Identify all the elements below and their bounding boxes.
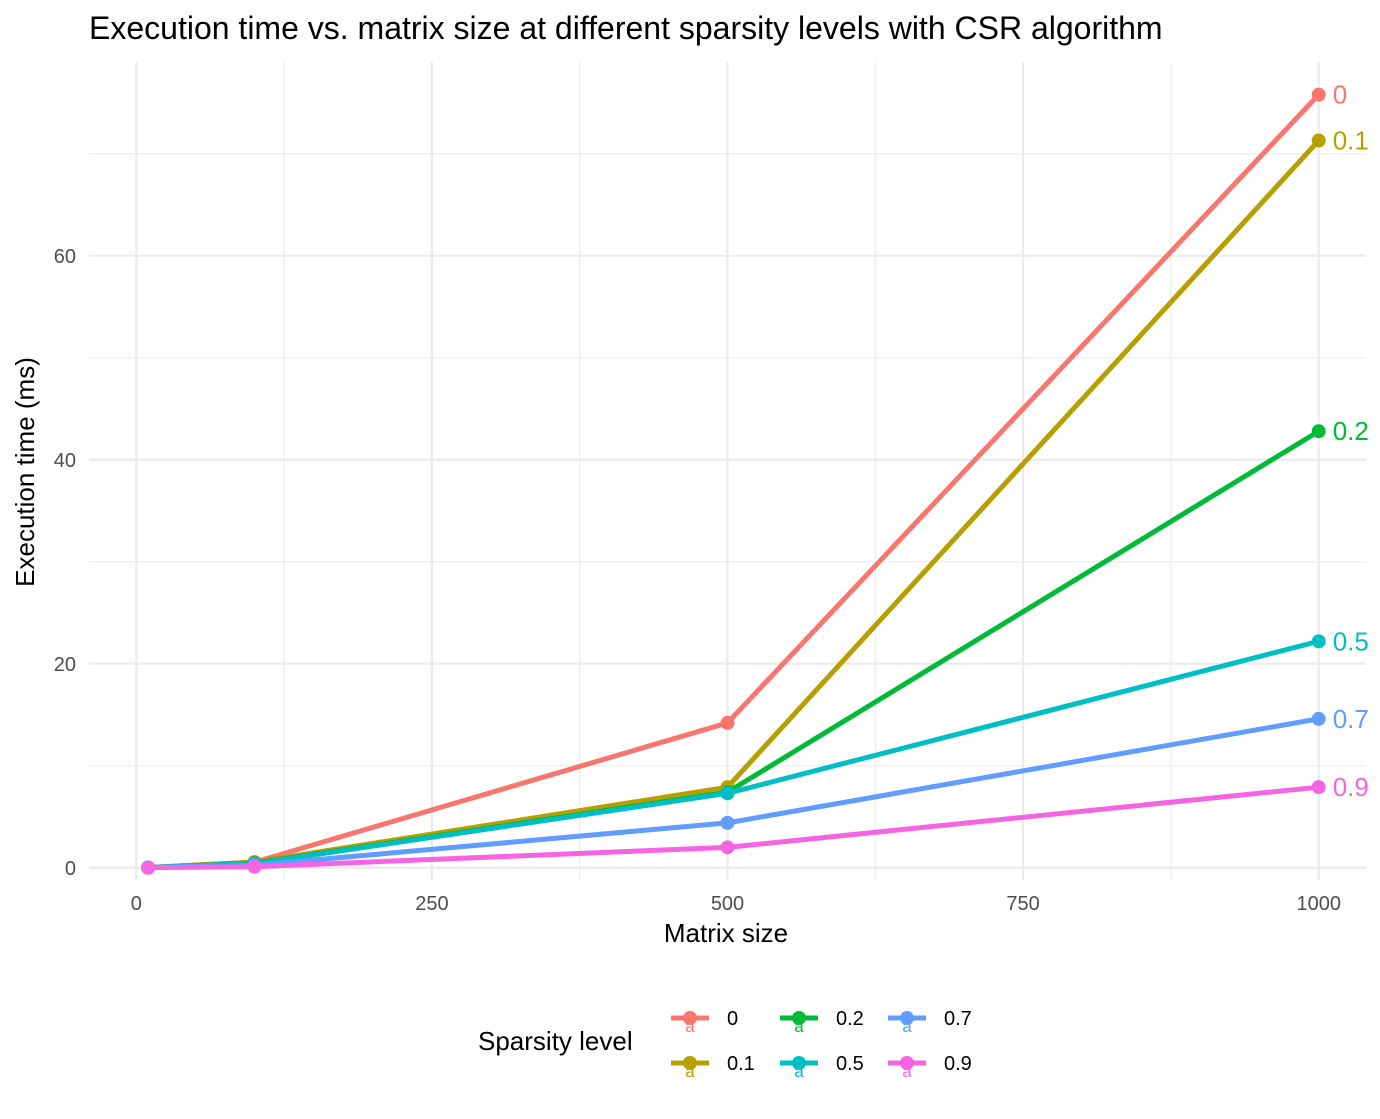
data-point bbox=[720, 815, 735, 830]
series-line bbox=[148, 429, 1321, 871]
legend-label: 0 bbox=[727, 1008, 738, 1030]
legend-key-glyph: a bbox=[685, 1017, 695, 1036]
chart-title: Execution time vs. matrix size at differ… bbox=[89, 10, 1163, 46]
series-0 bbox=[141, 87, 1326, 875]
legend-label: 0.9 bbox=[944, 1053, 972, 1075]
data-point bbox=[1311, 711, 1326, 726]
series-0.9 bbox=[141, 780, 1326, 875]
x-tick-label: 0 bbox=[131, 893, 142, 915]
legend-key-glyph: a bbox=[794, 1017, 804, 1036]
x-tick-label: 750 bbox=[1006, 893, 1039, 915]
data-point bbox=[141, 860, 156, 875]
data-point bbox=[720, 786, 735, 801]
series-end-label: 0.7 bbox=[1333, 704, 1369, 734]
y-tick-label: 20 bbox=[54, 654, 76, 676]
legend-key-glyph: a bbox=[902, 1062, 912, 1081]
series-0.1 bbox=[141, 133, 1326, 875]
series-end-label: 0.5 bbox=[1333, 626, 1369, 656]
legend-item-0.2: a 0.2 bbox=[780, 1008, 864, 1036]
legend-key-point bbox=[683, 1011, 697, 1025]
data-point bbox=[1311, 634, 1326, 649]
legend-key-point bbox=[683, 1056, 697, 1070]
series-end-labels: 0 0.1 0.2 0.5 0.7 0.9 bbox=[1333, 80, 1369, 803]
legend-items: a 0a 0.1a 0.2a 0.5a 0.7a 0.9 bbox=[671, 1008, 972, 1081]
axis-tick-labels: 0 250 500 750 1000 0 20 40 60 bbox=[54, 246, 1341, 915]
data-point bbox=[247, 859, 262, 874]
series-0.5 bbox=[141, 634, 1326, 875]
legend-item-0.9: a 0.9 bbox=[888, 1053, 972, 1081]
x-tick-label: 250 bbox=[415, 893, 448, 915]
series-line bbox=[148, 784, 1319, 871]
legend-item-0.7: a 0.7 bbox=[888, 1008, 972, 1036]
y-axis-title: Execution time (ms) bbox=[10, 357, 40, 587]
legend-label: 0.2 bbox=[836, 1008, 864, 1030]
series-end-label: 0.2 bbox=[1333, 416, 1369, 446]
legend-label: 0.1 bbox=[727, 1053, 755, 1075]
legend-key-point bbox=[792, 1011, 806, 1025]
series-lines bbox=[141, 87, 1326, 875]
legend-label: 0.7 bbox=[944, 1008, 972, 1030]
data-point bbox=[1311, 133, 1326, 148]
x-tick-label: 500 bbox=[711, 893, 744, 915]
legend-key-glyph: a bbox=[685, 1062, 695, 1081]
y-tick-label: 60 bbox=[54, 246, 76, 268]
x-axis-title: Matrix size bbox=[664, 918, 788, 948]
series-end-label: 0 bbox=[1333, 80, 1347, 110]
legend: Sparsity level a 0a 0.1a 0.2a 0.5a 0.7a 0.9 bbox=[478, 1008, 972, 1081]
data-point bbox=[720, 715, 735, 730]
grid-lines bbox=[89, 62, 1366, 880]
legend-key-glyph: a bbox=[902, 1017, 912, 1036]
legend-title: Sparsity level bbox=[478, 1026, 633, 1056]
data-point bbox=[1311, 424, 1326, 439]
series-line bbox=[148, 638, 1320, 871]
series-line bbox=[147, 138, 1321, 871]
legend-key-point bbox=[900, 1011, 914, 1025]
y-tick-label: 0 bbox=[65, 858, 76, 880]
x-tick-label: 1000 bbox=[1296, 893, 1341, 915]
legend-key-glyph: a bbox=[794, 1062, 804, 1081]
legend-key-point bbox=[900, 1056, 914, 1070]
legend-label: 0.5 bbox=[836, 1053, 864, 1075]
legend-key-point bbox=[792, 1056, 806, 1070]
series-end-label: 0.1 bbox=[1333, 126, 1369, 156]
data-point bbox=[1311, 87, 1326, 102]
series-end-label: 0.9 bbox=[1333, 772, 1369, 802]
legend-item-0.1: a 0.1 bbox=[671, 1053, 755, 1081]
data-point bbox=[720, 840, 735, 855]
y-tick-label: 40 bbox=[54, 450, 76, 472]
legend-item-0.5: a 0.5 bbox=[780, 1053, 864, 1081]
data-point bbox=[1311, 780, 1326, 795]
